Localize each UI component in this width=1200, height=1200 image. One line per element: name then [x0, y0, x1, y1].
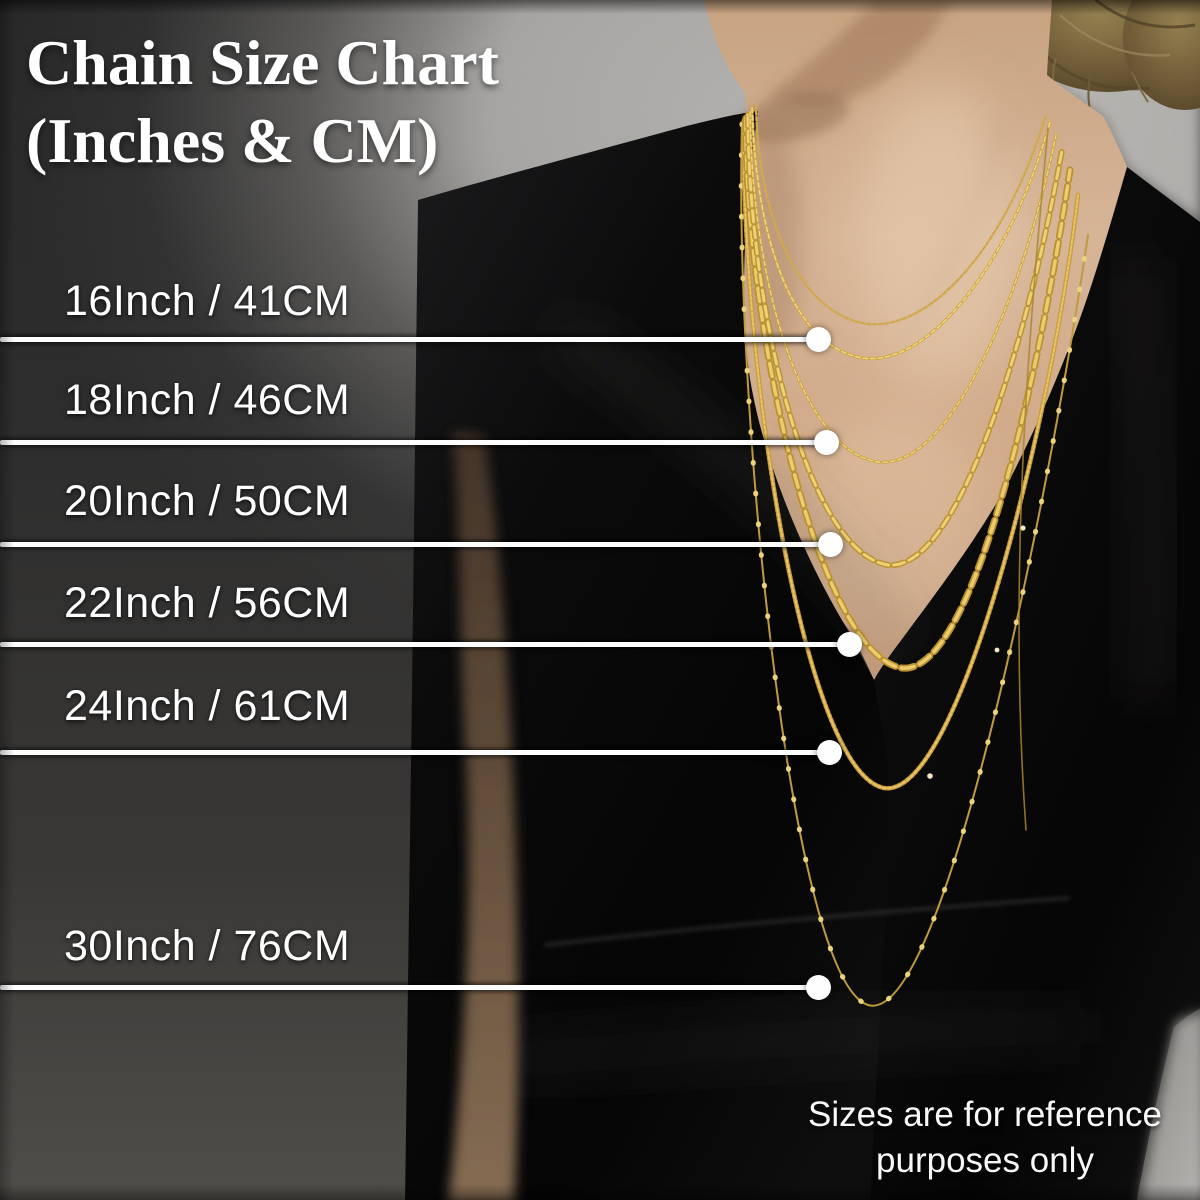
bottom-right-highlight — [1140, 1013, 1200, 1200]
measurement-dot — [806, 975, 831, 1000]
measurement-line — [0, 750, 829, 755]
measurement-line — [0, 440, 826, 445]
size-label: 22Inch / 56CM — [64, 579, 351, 627]
measurement-dot — [837, 632, 862, 657]
loose-strand — [1018, 127, 1049, 831]
measurement-dot — [817, 740, 842, 765]
measurement-dot — [818, 532, 843, 557]
face-underside-shadow — [764, 0, 952, 105]
garment-left-panel — [405, 111, 897, 1200]
waist-seam — [544, 896, 1071, 947]
skirt-sheen — [497, 1005, 1081, 1083]
measurement-line — [0, 542, 830, 547]
measurement-line — [0, 337, 818, 342]
page-title-line1: Chain Size Chart — [26, 27, 499, 98]
garment-black-top — [405, 111, 1200, 1200]
measurement-line — [0, 985, 818, 990]
disclaimer-line1: Sizes are for reference — [807, 1095, 1163, 1134]
necklaces — [741, 103, 1088, 1006]
disclaimer-note: Sizes are for reference purposes only — [770, 1092, 1200, 1184]
size-label: 16Inch / 41CM — [64, 277, 351, 325]
fabric-sheen — [552, 318, 912, 648]
page-title-line2: (Inches & CM) — [26, 105, 439, 177]
garment-right-panel — [870, 167, 1200, 1200]
measurement-line — [0, 642, 849, 647]
page-title: Chain Size Chart (Inches & CM) — [26, 24, 499, 180]
measurement-dot — [814, 430, 839, 455]
disclaimer-line2: purposes only — [876, 1141, 1094, 1181]
fabric-sheen-right — [1117, 257, 1170, 702]
neck-highlight — [856, 85, 1020, 385]
size-label: 30Inch / 76CM — [64, 922, 351, 970]
diamond-accents — [927, 525, 1026, 779]
size-label: 18Inch / 46CM — [64, 376, 351, 424]
model-arm — [448, 432, 519, 1200]
measurement-dot — [806, 327, 831, 352]
size-label: 24Inch / 61CM — [64, 682, 351, 730]
size-label: 20Inch / 50CM — [64, 477, 351, 525]
